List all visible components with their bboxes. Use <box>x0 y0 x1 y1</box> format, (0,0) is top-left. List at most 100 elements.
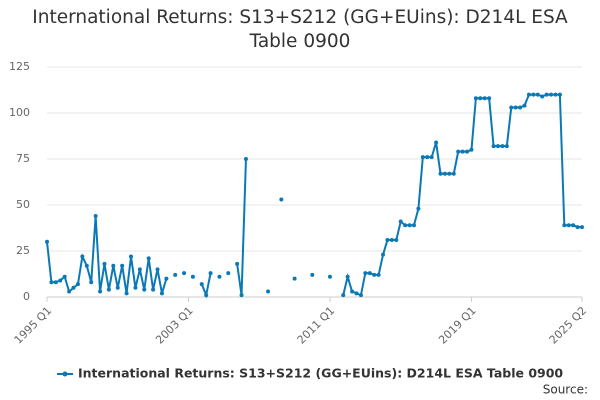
data-point <box>394 237 399 242</box>
x-tick-label: 1995 Q1 <box>12 304 55 347</box>
data-point <box>442 171 447 176</box>
y-tick-label: 50 <box>16 198 30 211</box>
data-point <box>500 144 505 149</box>
data-point <box>562 223 567 228</box>
source-label: Source: <box>543 383 588 397</box>
data-point <box>478 96 483 101</box>
legend-marker <box>62 371 68 377</box>
data-point <box>137 267 142 272</box>
chart-title: International Returns: S13+S212 (GG+EUin… <box>32 7 568 52</box>
y-tick-label: 75 <box>16 152 30 165</box>
data-point <box>566 223 571 228</box>
data-point <box>540 94 545 99</box>
data-point <box>279 197 284 202</box>
data-point <box>133 285 138 290</box>
data-point <box>549 92 554 97</box>
data-point <box>151 287 156 292</box>
y-tick-label: 0 <box>23 290 30 303</box>
data-point <box>438 171 443 176</box>
data-point <box>341 293 346 298</box>
data-point <box>80 254 85 259</box>
data-point <box>411 223 416 228</box>
data-point <box>310 272 315 277</box>
data-point <box>575 225 580 230</box>
data-point <box>115 285 120 290</box>
data-point <box>235 261 240 266</box>
data-point <box>420 155 425 160</box>
data-point <box>155 267 160 272</box>
data-point <box>513 105 518 110</box>
data-point <box>164 276 169 281</box>
data-point <box>398 219 403 224</box>
data-point <box>208 271 213 276</box>
data-point <box>407 223 412 228</box>
data-point <box>526 92 531 97</box>
data-point <box>482 96 487 101</box>
data-point <box>460 149 465 154</box>
data-point <box>111 263 116 268</box>
legend-label: International Returns: S13+S212 (GG+EUin… <box>78 366 563 381</box>
data-point <box>129 254 134 259</box>
data-line <box>46 93 582 299</box>
data-point <box>159 291 164 296</box>
data-point <box>89 280 94 285</box>
data-point <box>385 237 390 242</box>
data-point <box>142 287 147 292</box>
data-point <box>266 289 271 294</box>
data-point <box>389 237 394 242</box>
data-point <box>381 252 386 257</box>
y-tick-label: 125 <box>9 60 30 73</box>
data-point <box>367 271 372 276</box>
data-point <box>327 274 332 279</box>
data-point <box>425 155 430 160</box>
data-point <box>358 293 363 298</box>
data-point <box>84 263 89 268</box>
data-point <box>67 289 72 294</box>
data-point <box>434 140 439 145</box>
data-point <box>173 272 178 277</box>
data-point <box>71 285 76 290</box>
data-point <box>363 271 368 276</box>
data-point <box>531 92 536 97</box>
data-point <box>217 274 222 279</box>
data-point <box>544 92 549 97</box>
data-point <box>557 92 562 97</box>
data-point <box>416 206 421 211</box>
data-point <box>491 144 496 149</box>
data-point <box>124 291 129 296</box>
data-point <box>518 105 523 110</box>
data-point <box>239 293 244 298</box>
data-point <box>106 287 111 292</box>
data-point <box>199 282 204 287</box>
data-point <box>62 274 67 279</box>
data-point <box>451 171 456 176</box>
data-point <box>469 147 474 152</box>
data-point <box>204 293 209 298</box>
data-point <box>182 271 187 276</box>
data-point <box>45 239 49 244</box>
data-point <box>473 96 478 101</box>
data-point <box>58 278 63 283</box>
y-tick-label: 100 <box>9 106 30 119</box>
data-point <box>403 223 408 228</box>
data-point <box>190 274 195 279</box>
data-point <box>465 149 470 154</box>
data-point <box>571 223 576 228</box>
data-point <box>350 289 355 294</box>
data-point <box>447 171 452 176</box>
data-point <box>226 271 231 276</box>
x-tick-label: 2019 Q1 <box>436 304 479 347</box>
data-point <box>102 261 107 266</box>
x-tick-label: 2003 Q1 <box>153 304 196 347</box>
data-point <box>495 144 500 149</box>
data-point <box>98 289 103 294</box>
data-point <box>120 263 125 268</box>
data-point <box>456 149 461 154</box>
data-point <box>354 291 359 296</box>
data-point <box>372 272 377 277</box>
data-point <box>93 214 98 219</box>
data-point <box>522 103 527 108</box>
data-point <box>345 274 350 279</box>
